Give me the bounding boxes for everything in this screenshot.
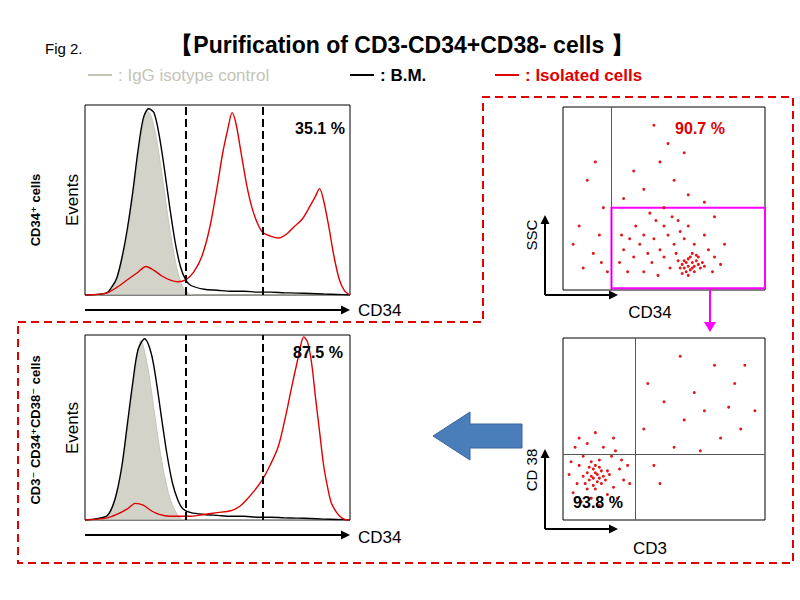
svg-text:90.7 %: 90.7 % bbox=[675, 120, 725, 137]
svg-text:Events: Events bbox=[63, 174, 82, 226]
svg-text:: IgG isotype control: : IgG isotype control bbox=[118, 66, 269, 85]
svg-text:: B.M.: : B.M. bbox=[380, 66, 426, 85]
svg-text:CD34⁺ cells: CD34⁺ cells bbox=[28, 174, 43, 247]
svg-text:Fig 2.: Fig 2. bbox=[45, 40, 83, 57]
svg-text:CD3⁻ CD34⁺CD38⁻ cells: CD3⁻ CD34⁺CD38⁻ cells bbox=[28, 355, 43, 504]
svg-text:CD34: CD34 bbox=[628, 303, 671, 322]
svg-text:35.1 %: 35.1 % bbox=[295, 120, 345, 137]
svg-text:: Isolated cells: : Isolated cells bbox=[525, 66, 642, 85]
svg-text:【Purification of CD3-CD34+CD38: 【Purification of CD3-CD34+CD38- cells 】 bbox=[170, 32, 633, 58]
svg-text:CD 38: CD 38 bbox=[523, 449, 540, 492]
svg-text:CD34: CD34 bbox=[358, 301, 401, 320]
svg-text:93.8 %: 93.8 % bbox=[573, 494, 623, 511]
svg-text:Events: Events bbox=[63, 402, 82, 454]
svg-text:SSC: SSC bbox=[523, 219, 540, 250]
svg-text:CD3: CD3 bbox=[633, 539, 667, 558]
svg-text:87.5 %: 87.5 % bbox=[293, 344, 343, 361]
svg-text:CD34: CD34 bbox=[358, 528, 401, 547]
